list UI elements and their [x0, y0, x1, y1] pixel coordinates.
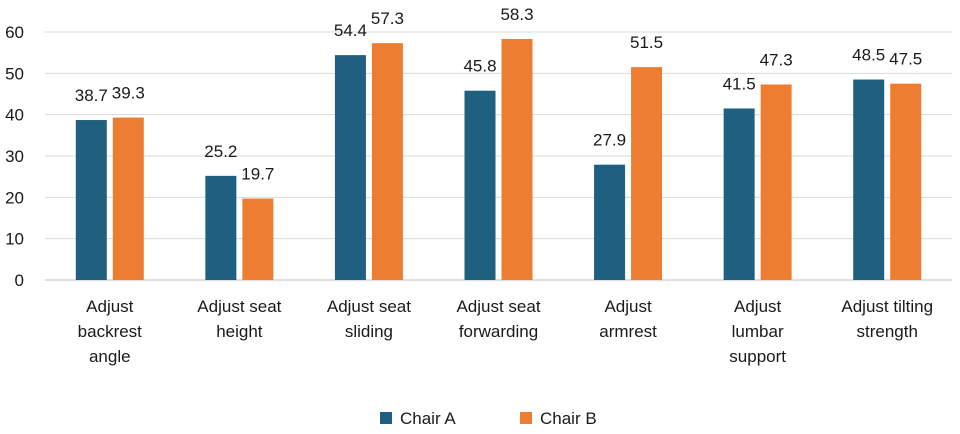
y-tick-label: 40	[5, 106, 24, 125]
bar-chair-b	[371, 43, 403, 280]
data-label: 19.7	[241, 165, 274, 184]
data-label: 47.3	[760, 50, 793, 69]
data-label: 48.5	[852, 46, 885, 65]
data-label: 51.5	[630, 33, 663, 52]
x-category-label: Adjust seat height	[197, 297, 281, 341]
y-tick-label: 20	[5, 188, 24, 207]
data-label: 57.3	[371, 9, 404, 28]
bar-chair-b	[501, 39, 533, 280]
data-label: 54.4	[334, 21, 367, 40]
x-category-label: Adjust lumbar support	[729, 297, 786, 366]
data-label: 45.8	[463, 57, 496, 76]
bar-chair-a	[205, 175, 237, 280]
legend-label: Chair B	[540, 409, 597, 428]
data-label: 38.7	[75, 86, 108, 105]
x-category-label: Adjust seat sliding	[327, 297, 411, 341]
bar-chair-b	[112, 117, 144, 280]
x-category-label: Adjust seat forwarding	[456, 297, 540, 341]
data-label: 39.3	[112, 84, 145, 103]
y-tick-label: 50	[5, 64, 24, 83]
y-tick-label: 60	[5, 23, 24, 42]
bar-chair-a	[853, 79, 885, 281]
bar-chair-b	[631, 67, 663, 280]
legend-swatch-chair-b	[520, 412, 532, 424]
bar-chair-a	[723, 108, 755, 280]
x-category-label: Adjust tilting strength	[841, 297, 933, 341]
data-label: 27.9	[593, 131, 626, 150]
legend-label: Chair A	[400, 409, 456, 428]
y-tick-label: 0	[15, 271, 24, 290]
bar-chair-b	[760, 84, 792, 280]
data-label: 47.5	[889, 50, 922, 69]
bar-chair-a	[464, 90, 496, 281]
data-label: 25.2	[204, 142, 237, 161]
bar-chair-a	[334, 55, 366, 280]
y-tick-label: 10	[5, 230, 24, 249]
bar-chair-a	[594, 164, 626, 280]
legend-swatch-chair-a	[380, 412, 392, 424]
x-category-label: Adjust backrest angle	[78, 297, 143, 366]
bar-chair-b	[242, 198, 274, 280]
bar-chair-b	[890, 83, 922, 281]
x-category-label: Adjust armrest	[599, 297, 657, 341]
data-label: 58.3	[500, 5, 533, 24]
y-tick-label: 30	[5, 147, 24, 166]
bar-chair-a	[75, 120, 107, 280]
data-label: 41.5	[723, 74, 756, 93]
